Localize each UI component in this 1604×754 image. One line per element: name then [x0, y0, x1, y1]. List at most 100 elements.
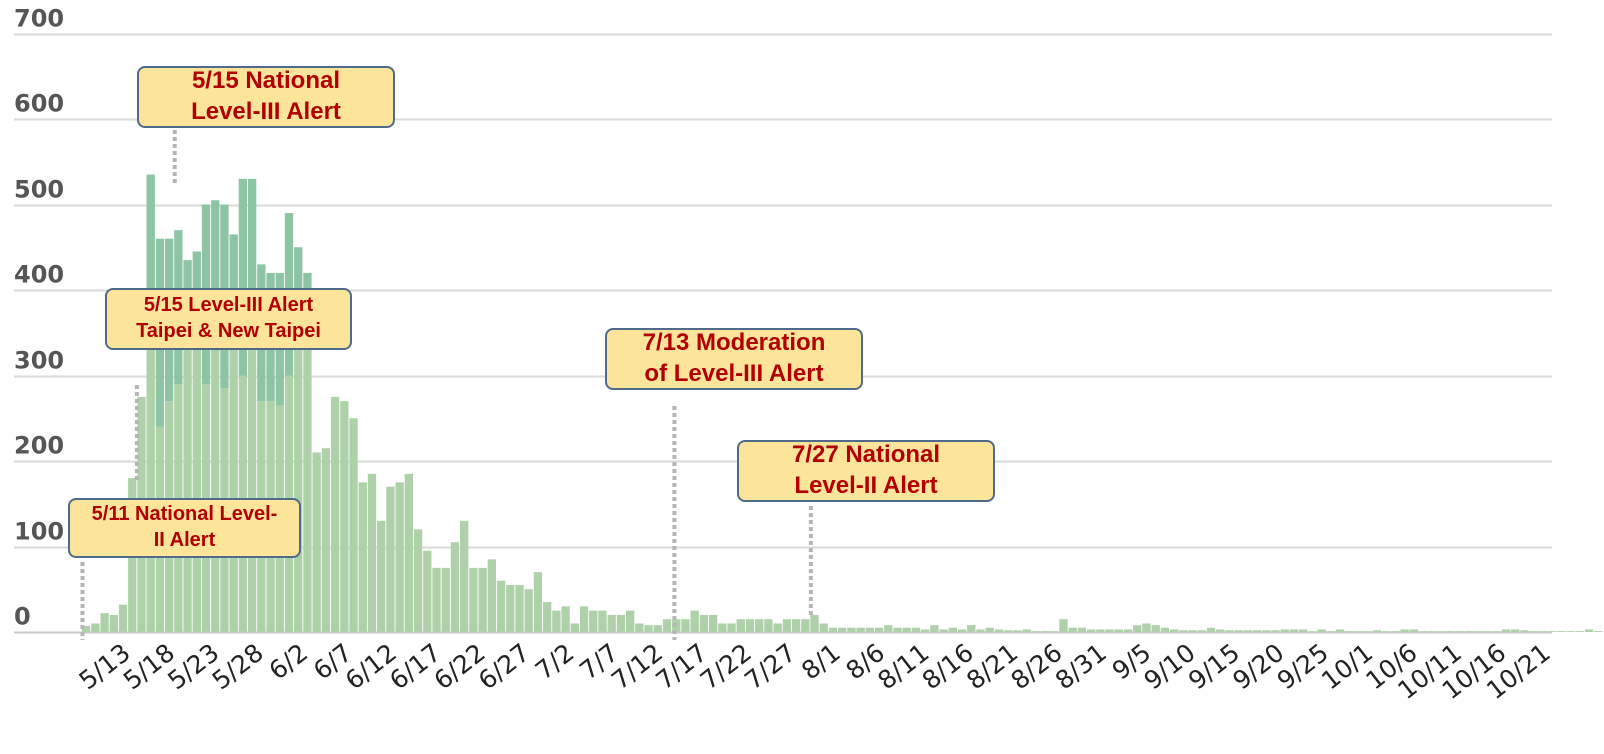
bar-backlog-17: [238, 178, 248, 376]
bar-local-85: [865, 627, 875, 632]
annotation-guide-lines: [80, 130, 813, 640]
bar-local-60: [635, 623, 644, 632]
bar-local-7: [146, 349, 155, 632]
bar-local-51: [552, 610, 561, 632]
bar-local-82: [838, 627, 847, 632]
bar-local-2: [100, 613, 109, 632]
bar-local-124: [1225, 630, 1234, 632]
annotation-7-27-national-level-2: 7/27 National Level-II Alert: [737, 440, 995, 502]
bar-local-106: [1059, 619, 1068, 632]
bar-local-127: [1252, 630, 1262, 632]
bar-series: [82, 174, 1603, 632]
bar-local-77: [791, 619, 801, 632]
x-tick-label-6-2: 6/2: [264, 638, 314, 686]
y-tick-label-600: 600: [14, 90, 64, 118]
bar-local-96: [967, 625, 976, 632]
annotation-5-15-national-level-3: 5/15 National Level-III Alert: [137, 66, 395, 128]
bar-local-55: [589, 610, 598, 632]
y-tick-label-400: 400: [14, 261, 64, 289]
bar-local-67: [699, 614, 709, 632]
bar-local-37: [423, 550, 432, 632]
bar-local-78: [801, 619, 810, 632]
y-tick-label-200: 200: [14, 432, 64, 460]
annotation-5-11-national-level-2: 5/11 National Level- II Alert: [68, 498, 301, 558]
bar-local-31: [367, 473, 377, 632]
bar-local-43: [478, 567, 487, 632]
bar-local-52: [561, 606, 570, 632]
y-tick-label-700: 700: [14, 5, 64, 33]
bar-local-143: [1400, 629, 1409, 632]
bar-backlog-7: [146, 174, 155, 350]
x-tick-label-7-2: 7/2: [530, 638, 580, 686]
bar-local-93: [939, 629, 948, 632]
bar-local-1: [91, 623, 100, 632]
bar-local-92: [930, 625, 939, 632]
bar-local-79: [810, 614, 819, 632]
bar-local-33: [386, 486, 395, 632]
bar-local-164: [1594, 631, 1603, 632]
bar-local-146: [1428, 631, 1437, 632]
y-tick-label-0: 0: [14, 603, 31, 631]
bar-local-160: [1557, 631, 1566, 632]
x-tick-label-7-27: 7/27: [739, 638, 801, 695]
bar-local-35: [404, 473, 414, 632]
bar-local-113: [1123, 629, 1133, 632]
bar-local-70: [727, 623, 736, 632]
y-axis: 0 100 200 300 400 500 600 700: [14, 5, 64, 631]
bar-local-158: [1538, 631, 1548, 632]
bar-local-154: [1501, 629, 1511, 632]
bar-local-100: [1004, 630, 1013, 632]
bar-local-101: [1013, 630, 1022, 632]
bar-local-36: [413, 529, 423, 632]
bar-local-3: [109, 614, 118, 632]
bar-local-11: [183, 349, 192, 632]
bar-local-42: [469, 567, 478, 632]
bar-local-62: [653, 625, 662, 632]
bar-backlog-14: [211, 200, 220, 350]
bar-local-48: [524, 589, 533, 632]
bar-local-132: [1299, 629, 1308, 632]
bar-local-88: [893, 627, 902, 632]
bar-local-74: [764, 619, 773, 632]
bar-local-86: [874, 627, 884, 632]
bar-local-68: [708, 614, 718, 632]
bar-local-148: [1446, 631, 1455, 632]
bar-local-24: [303, 341, 312, 632]
bar-local-102: [1022, 629, 1031, 632]
bar-local-25: [312, 452, 321, 632]
bar-local-162: [1575, 631, 1584, 632]
bar-local-45: [496, 580, 506, 632]
bar-local-44: [487, 559, 496, 632]
bar-local-152: [1483, 631, 1492, 632]
bar-local-138: [1354, 631, 1363, 632]
x-axis: 5/135/185/235/286/26/76/126/176/226/277/…: [74, 638, 1556, 705]
bar-local-34: [395, 482, 404, 632]
bar-local-109: [1086, 629, 1096, 632]
bar-local-150: [1465, 631, 1474, 632]
bar-local-112: [1114, 629, 1123, 632]
bar-local-136: [1335, 629, 1345, 632]
bar-local-56: [598, 610, 607, 632]
bar-local-30: [358, 482, 367, 632]
bar-local-142: [1391, 631, 1400, 632]
bar-local-161: [1566, 631, 1575, 632]
bar-local-91: [921, 629, 930, 632]
bar-local-98: [985, 627, 994, 632]
bar-local-126: [1243, 630, 1253, 632]
bar-local-159: [1547, 631, 1557, 632]
bar-local-119: [1179, 630, 1188, 632]
bar-local-84: [856, 627, 865, 632]
bar-local-57: [607, 614, 616, 632]
bar-local-103: [1031, 631, 1040, 632]
bar-local-76: [782, 619, 792, 632]
bar-local-73: [755, 619, 764, 632]
bar-local-87: [884, 625, 893, 632]
bar-local-80: [819, 623, 828, 632]
bar-local-54: [579, 606, 589, 632]
bar-local-153: [1492, 631, 1501, 632]
bar-local-125: [1234, 630, 1243, 632]
bar-local-123: [1216, 629, 1225, 632]
bar-local-145: [1418, 631, 1428, 632]
bar-local-40: [450, 542, 460, 632]
bar-local-144: [1409, 629, 1418, 632]
